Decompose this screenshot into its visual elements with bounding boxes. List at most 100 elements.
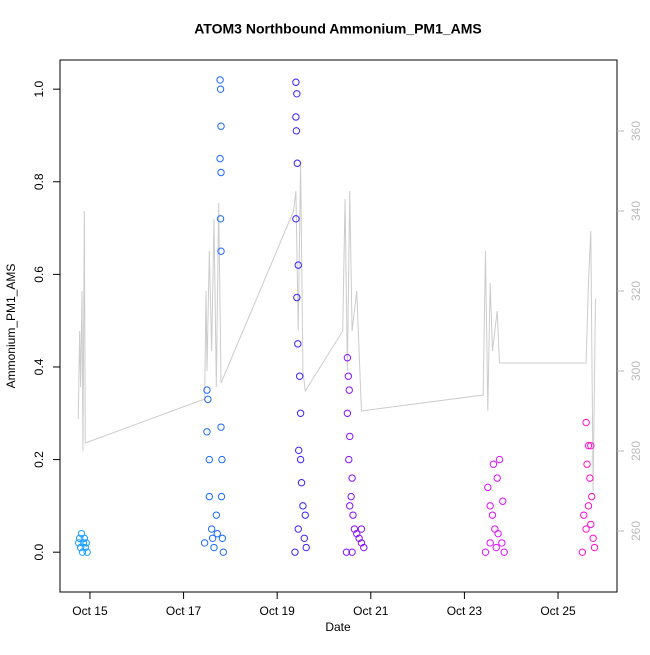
- data-point: [295, 372, 304, 380]
- y2-tick-label: 280: [629, 441, 643, 461]
- data-point: [291, 548, 299, 556]
- x-tick-label: Oct 25: [540, 604, 576, 618]
- x-tick-label: Oct 17: [166, 604, 202, 618]
- data-point: [355, 534, 363, 542]
- data-point: [294, 525, 302, 533]
- data-point: [484, 483, 492, 492]
- data-point: [219, 548, 228, 556]
- y2-tick-label: 300: [629, 361, 643, 381]
- data-point: [294, 340, 302, 348]
- data-point: [488, 511, 497, 519]
- data-point: [296, 409, 305, 417]
- data-point: [498, 539, 506, 547]
- y2-tick-label: 360: [629, 121, 643, 141]
- data-point: [580, 511, 588, 519]
- data-point: [492, 543, 500, 552]
- data-point: [493, 474, 501, 482]
- data-point: [345, 455, 353, 464]
- x-axis-label: Date: [325, 620, 351, 634]
- data-point: [582, 418, 590, 427]
- x-tick-label: Oct 21: [353, 604, 389, 618]
- data-point: [360, 543, 368, 552]
- data-point: [348, 474, 356, 482]
- data-point: [299, 502, 307, 510]
- data-point: [357, 539, 366, 547]
- data-point: [582, 525, 590, 533]
- data-point: [578, 548, 587, 556]
- data-point: [587, 520, 595, 529]
- x-tick-label: Oct 23: [447, 604, 483, 618]
- data-point: [217, 168, 225, 177]
- data-point: [590, 543, 599, 552]
- data-point: [80, 534, 89, 542]
- y2-line: [77, 162, 596, 492]
- y-tick-label: 0.4: [32, 358, 46, 375]
- data-point: [301, 511, 309, 519]
- y2-tick-label: 340: [629, 201, 643, 221]
- data-point: [83, 548, 91, 556]
- data-point: [348, 548, 356, 556]
- data-point: [213, 529, 221, 538]
- data-point: [75, 534, 84, 542]
- data-point: [346, 432, 354, 441]
- data-point: [204, 395, 212, 404]
- data-point: [205, 492, 214, 501]
- data-point: [297, 479, 306, 487]
- data-point: [494, 529, 502, 538]
- data-point: [302, 543, 310, 552]
- y2-tick-label: 260: [629, 521, 643, 541]
- data-point: [350, 525, 359, 533]
- data-point: [589, 534, 597, 542]
- data-point: [343, 354, 352, 362]
- data-point: [218, 455, 226, 464]
- data-point: [489, 460, 498, 468]
- data-point: [584, 502, 593, 510]
- data-point: [495, 455, 504, 464]
- data-point: [293, 90, 301, 98]
- data-point: [216, 154, 224, 163]
- data-point: [500, 548, 508, 556]
- data-point: [292, 127, 301, 135]
- data-point: [207, 525, 216, 533]
- data-point: [588, 492, 596, 501]
- data-point: [292, 78, 300, 86]
- data-point: [584, 441, 593, 450]
- y-axis-label: Ammonium_PM1_AMS: [4, 264, 18, 389]
- data-point: [208, 534, 217, 542]
- data-point: [292, 215, 300, 223]
- data-point: [586, 474, 594, 482]
- data-point: [344, 372, 353, 380]
- data-point: [82, 539, 90, 547]
- data-point: [294, 261, 302, 269]
- y-tick-label: 0.2: [32, 451, 46, 468]
- x-tick-label: Oct 15: [72, 604, 108, 618]
- data-point: [75, 539, 83, 547]
- data-point: [486, 502, 494, 510]
- data-point: [343, 409, 352, 417]
- data-point: [583, 460, 591, 468]
- data-point: [353, 529, 361, 538]
- data-point: [216, 85, 225, 93]
- data-point: [486, 539, 494, 547]
- data-point: [296, 455, 305, 464]
- data-point: [481, 548, 490, 556]
- data-point: [205, 455, 214, 464]
- data-point: [295, 446, 303, 455]
- data-point: [218, 534, 227, 542]
- data-point: [345, 386, 353, 394]
- data-point: [293, 293, 301, 302]
- data-point: [212, 511, 221, 519]
- x-tick-label: Oct 19: [260, 604, 296, 618]
- data-point: [342, 548, 351, 556]
- data-point: [217, 423, 225, 431]
- y-tick-label: 0.0: [32, 544, 46, 561]
- data-point: [203, 428, 211, 436]
- data-point: [203, 386, 211, 394]
- plot-frame: [59, 59, 618, 593]
- data-point: [216, 76, 224, 84]
- data-point: [79, 539, 88, 547]
- y2-tick-label: 320: [629, 281, 643, 301]
- data-point: [210, 543, 218, 552]
